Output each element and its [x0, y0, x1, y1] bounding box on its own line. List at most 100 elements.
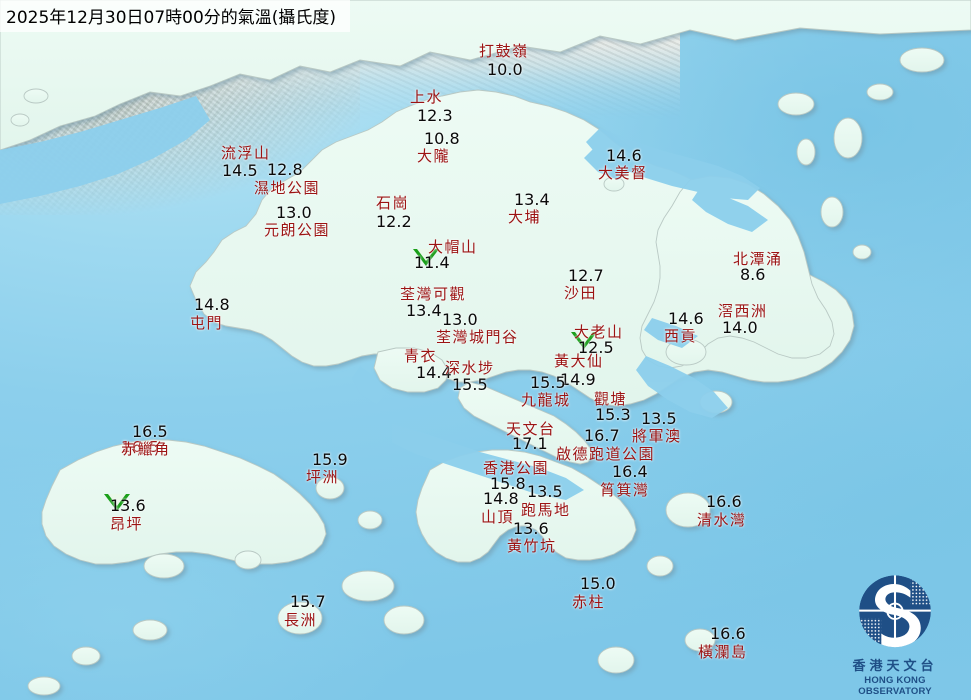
land-tung-lung-chau — [646, 555, 674, 577]
station-value-pak-tam-chung: 8.6 — [740, 265, 766, 284]
station-value-hk-park: 15.8 — [490, 474, 526, 493]
station-value-waglan-island: 16.6 — [710, 624, 746, 643]
station-label-clear-water-bay: 清水灣 — [697, 511, 747, 529]
land-peng-chau — [315, 476, 345, 500]
station-value-wong-chuk-hang: 13.6 — [513, 519, 549, 538]
station-label-kai-tak-runway-park: 啟德跑道公園 — [556, 445, 656, 463]
inlet-port-shelter — [636, 356, 728, 418]
station-value-sai-kung: 14.6 — [668, 309, 704, 328]
inlet-victoria-harbour — [392, 424, 584, 500]
station-label-pak-tam-chung: 北潭涌 — [733, 250, 783, 268]
station-label-sheung-shui: 上水 — [410, 88, 444, 106]
station-label-tuen-mun: 屯門 — [190, 314, 224, 332]
hko-logo-name-cn: 香港天文台 — [852, 659, 938, 674]
station-label-hk-park: 香港公園 — [483, 459, 550, 477]
station-label-peng-chau: 坪洲 — [306, 468, 340, 486]
station-label-tai-mei-tuk: 大美督 — [598, 164, 648, 182]
page-title: 2025年12月30日07時00分的氣溫(攝氏度) — [0, 0, 351, 32]
station-label-tai-mo-shan: 大帽山 — [428, 238, 478, 256]
station-label-tsuen-wan-shing-mun-valley: 荃灣城門谷 — [436, 328, 519, 346]
min-marker-ngong-ping — [104, 494, 130, 511]
inlet-rambler-channel — [352, 366, 388, 404]
station-label-wetland-park: 濕地公園 — [254, 179, 321, 197]
station-label-waglan-island: 橫瀾島 — [698, 643, 748, 661]
station-label-kwun-tong: 觀塘 — [594, 390, 628, 408]
land-hong-kong-island — [415, 449, 637, 563]
land-lamma-south — [383, 605, 425, 635]
land-islet-e-1 — [820, 196, 844, 228]
station-label-chek-lap-kok: 16.5 — [121, 438, 161, 456]
station-label-sham-shui-po: 深水埗 — [445, 359, 495, 377]
station-value-tai-mei-tuk: 14.6 — [606, 146, 642, 165]
station-value-tseung-kwan-o: 13.5 — [641, 409, 677, 428]
station-label-sha-tin: 沙田 — [564, 284, 598, 302]
land-lamma-north — [341, 570, 395, 602]
station-label-happy-valley: 跑馬地 — [521, 501, 571, 519]
inlet-deep-bay — [0, 96, 210, 204]
inlet-tolo-harbour — [586, 128, 760, 200]
station-value-tuen-mun: 14.8 — [194, 295, 230, 314]
land-islet-e-2 — [852, 244, 872, 260]
station-value-sham-shui-po: 15.5 — [452, 375, 488, 394]
station-label-hko: 天文台 — [506, 420, 556, 438]
station-value-sha-tin: 12.7 — [568, 266, 604, 285]
station-value-chek-lap-kok: 16.5 — [132, 422, 168, 441]
land-islet-ne-4 — [866, 83, 894, 101]
hko-logo: 香港天文台 HONG KONG OBSERVATORY — [829, 572, 961, 697]
station-label-tsuen-wan-ho-koon: 荃灣可觀 — [400, 285, 467, 303]
station-label-chek-lap-kok-name: 赤鱲角 — [121, 440, 171, 458]
station-value-tsuen-wan-shing-mun-valley: 13.0 — [442, 310, 478, 329]
land-islet-lantau-w — [143, 553, 185, 579]
inlet-tai-po-kau — [584, 146, 632, 180]
land-kowloon — [457, 381, 593, 465]
station-label-tai-lung: 大隴 — [417, 147, 451, 165]
station-value-the-peak: 14.8 — [483, 489, 519, 508]
hko-logo-name-en: HONG KONG OBSERVATORY — [858, 675, 932, 697]
station-label-wong-chuk-hang: 黃竹坑 — [507, 537, 557, 555]
land-tsing-yi — [373, 347, 449, 393]
land-islet-sw — [71, 646, 101, 666]
station-value-stanley: 15.0 — [580, 574, 616, 593]
station-value-wong-tai-sin: 14.9 — [560, 370, 596, 389]
station-label-cheung-chau: 長洲 — [284, 611, 318, 629]
station-value-tsuen-wan-ho-koon: 13.4 — [406, 301, 442, 320]
station-label-wong-tai-sin: 黃大仙 — [554, 352, 604, 370]
land-islet-nim-shue — [234, 550, 262, 570]
station-value-peng-chau: 15.9 — [312, 450, 348, 469]
station-label-tsing-yi: 青衣 — [404, 347, 438, 365]
land-lantau-island — [41, 439, 327, 565]
station-label-the-peak: 山頂 — [481, 508, 515, 526]
land-hei-ling-chau — [357, 510, 383, 530]
station-value-kau-sai-chau: 14.0 — [722, 318, 758, 337]
land-islet-soko — [27, 676, 61, 696]
station-value-kai-tak-runway-park: 16.7 — [584, 426, 620, 445]
station-value-sheung-shui: 12.3 — [417, 106, 453, 125]
land-cheung-chau — [277, 601, 323, 635]
station-value-shek-kong: 12.2 — [376, 212, 412, 231]
station-label-kowloon-city: 九龍城 — [521, 391, 571, 409]
station-label-tai-kok-leng: 打鼓嶺 — [479, 42, 529, 60]
station-value-kwun-tong: 15.3 — [595, 405, 631, 424]
station-label-tseung-kwan-o: 將軍澳 — [632, 427, 682, 445]
station-value-ngong-ping: 13.6 — [110, 496, 146, 515]
land-islet-ne-3 — [796, 138, 816, 166]
station-label-shau-kei-wan: 筲箕灣 — [600, 481, 650, 499]
min-marker-tates-cairn — [571, 332, 597, 349]
station-value-wetland-park: 12.8 — [267, 160, 303, 179]
station-value-kowloon-city: 15.5 — [530, 373, 566, 392]
station-label-ngong-ping: 昂坪 — [110, 515, 144, 533]
station-label-shek-kong: 石崗 — [376, 194, 410, 212]
land-islet-mirs — [899, 47, 945, 73]
station-value-shau-kei-wan: 16.4 — [612, 462, 648, 481]
station-value-happy-valley: 13.5 — [527, 482, 563, 501]
land-islet-west-1 — [23, 88, 49, 104]
station-value-tai-po: 13.4 — [514, 190, 550, 209]
station-value-tai-mo-shan: 11.4 — [414, 253, 450, 272]
station-value-cheung-chau: 15.7 — [290, 592, 326, 611]
land-clear-water-bay-head — [665, 492, 711, 528]
station-label-lau-fau-shan: 流浮山 — [221, 144, 271, 162]
land-sai-kung-peninsula — [639, 175, 835, 369]
